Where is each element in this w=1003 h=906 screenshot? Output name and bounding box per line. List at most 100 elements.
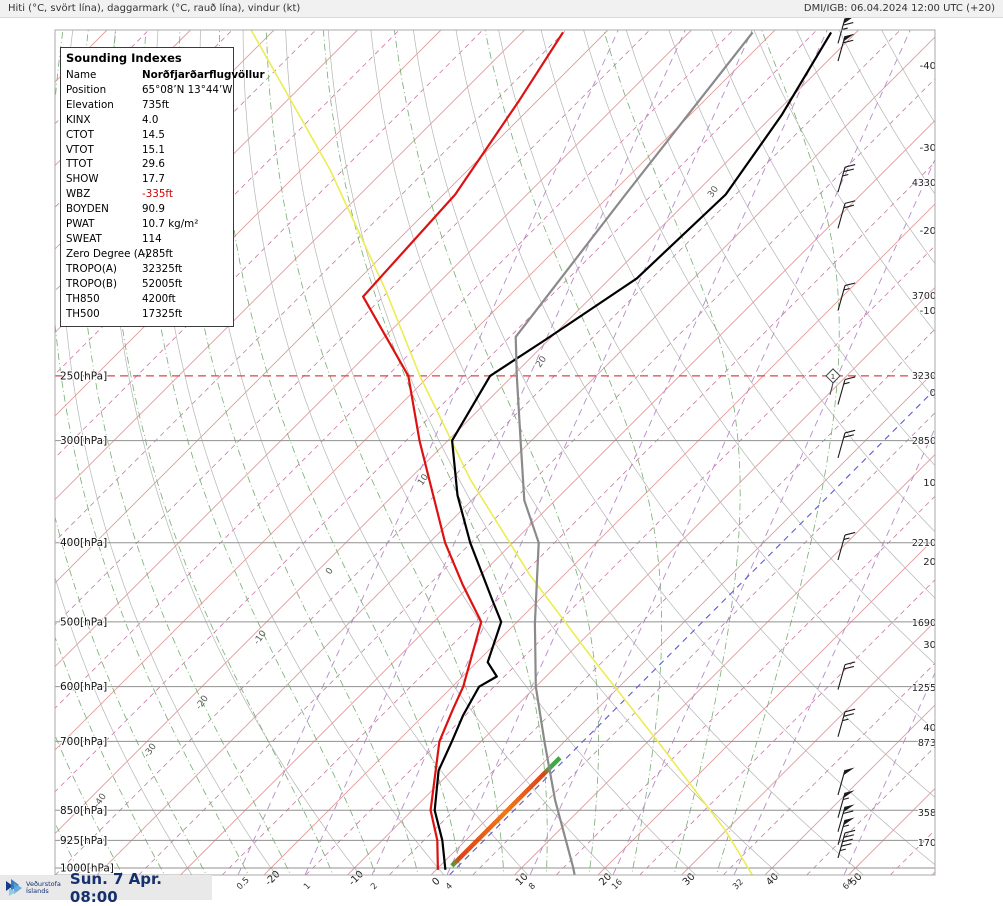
header-bar: Hiti (°C, svört lína), daggarmark (°C, r…: [0, 0, 1003, 18]
logo-text: Veðurstofa Íslands: [26, 881, 61, 895]
right-height-label: 2210: [912, 538, 936, 549]
pressure-label: 700[hPa]: [60, 736, 107, 748]
right-height-label: 170: [918, 838, 936, 849]
index-value: 90.9: [142, 202, 165, 217]
grid-label: 0: [324, 566, 336, 577]
mixing-ratio-line: [305, 30, 685, 875]
right-temp-label: 10: [923, 478, 936, 489]
mixing-ratio-tick-label: 2: [369, 881, 380, 892]
dewpoint-curve: [363, 32, 563, 869]
index-value: 4.0: [142, 113, 158, 128]
right-height-label: 873: [918, 738, 936, 749]
index-row: Zero Degree (A)-285ft: [66, 247, 228, 262]
mixing-ratio-tick-label: 32: [731, 877, 746, 892]
pressure-label: 250[hPa]: [60, 370, 107, 382]
dry-adiabat-line: [829, 10, 1003, 886]
isotherm-line: [640, 30, 1003, 875]
wind-barb: [838, 790, 855, 817]
right-temp-label: 20: [923, 557, 936, 568]
right-height-label: 1690: [912, 618, 936, 629]
profile-layer: [363, 32, 831, 875]
index-label: TROPO(B): [66, 277, 142, 292]
dry-adiabat-line: [746, 10, 1003, 886]
index-label: Position: [66, 83, 142, 98]
wind-barb: [838, 662, 855, 690]
svg-text:1: 1: [831, 373, 835, 381]
grid-label: -20: [194, 694, 211, 712]
index-label: WBZ: [66, 187, 142, 202]
temp-tick-label: 0: [430, 876, 442, 888]
pressure-label: 500[hPa]: [60, 616, 107, 628]
index-label: TTOT: [66, 157, 142, 172]
isotherm-line: [682, 30, 1003, 875]
pressure-label: 600[hPa]: [60, 681, 107, 693]
dry-adiabat-line: [285, 10, 707, 886]
index-label: BOYDEN: [66, 202, 142, 217]
right-temp-label: -30: [920, 143, 936, 154]
mixing-ratio-tick-label: 1: [302, 881, 313, 892]
index-label: TROPO(A): [66, 262, 142, 277]
right-temp-label: -40: [920, 61, 936, 72]
mixing-ratio-tick-label: 0.5: [235, 875, 252, 892]
pressure-label: 300[hPa]: [60, 435, 107, 447]
logo-text-line2: Íslands: [26, 888, 61, 895]
isotherm-line: [890, 30, 1003, 875]
wind-barb: [838, 34, 855, 61]
grid-label: 20: [534, 354, 549, 369]
right-height-label: 3700: [912, 291, 936, 302]
grid-label: -10: [252, 629, 269, 647]
right-temp-label: -20: [920, 226, 936, 237]
dry-adiabat-line: [411, 10, 961, 886]
index-value: -285ft: [142, 247, 173, 262]
index-value: 17.7: [142, 172, 165, 187]
index-value: 4200ft: [142, 292, 176, 307]
header-right-label: DMI/IGB: 06.04.2024 12:00 UTC (+20): [804, 3, 995, 14]
index-label: Zero Degree (A): [66, 247, 142, 262]
vedurstofa-logo: Veðurstofa Íslands: [5, 878, 61, 897]
isotherm-line: [807, 30, 1003, 875]
dry-adiabat-line: [662, 10, 1003, 886]
wind-barb: [838, 377, 855, 405]
footer-bar: Veðurstofa Íslands Sun. 7 Apr. 08:00: [0, 875, 212, 900]
header-left-label: Hiti (°C, svört lína), daggarmark (°C, r…: [8, 3, 300, 14]
right-height-label: 3230: [912, 371, 936, 382]
mixing-ratio-line: [734, 30, 1003, 875]
index-label: KINX: [66, 113, 142, 128]
index-label: TH500: [66, 307, 142, 322]
isotherm-line: [598, 30, 1003, 875]
index-value: 735ft: [142, 98, 169, 113]
right-temp-label: 30: [923, 640, 936, 651]
aux-yellow-curve: [250, 29, 752, 875]
wind-barb: [838, 165, 855, 193]
moist-adiabat-line: [713, 12, 839, 885]
index-label: PWAT: [66, 217, 142, 232]
isotherm-line: [765, 30, 1003, 875]
right-height-label: 2850: [912, 436, 936, 447]
index-value: -335ft: [142, 187, 173, 202]
temp-tick-label: -10: [347, 869, 366, 888]
mixing-ratio-tick-label: 4: [444, 881, 455, 892]
dry-adiabat-line: [578, 10, 1003, 886]
footer-timestamp: Sun. 7 Apr. 08:00: [70, 870, 212, 906]
index-value: 17325ft: [142, 307, 182, 322]
index-label: TH850: [66, 292, 142, 307]
wind-barb: [838, 283, 855, 311]
panel-title: Sounding Indexes: [66, 51, 228, 65]
index-value: 65°08’N 13°44’W: [142, 83, 232, 98]
index-label: SHOW: [66, 172, 142, 187]
dry-adiabat-line: [871, 10, 1003, 886]
index-label: CTOT: [66, 128, 142, 143]
index-row: WBZ-335ft: [66, 187, 228, 202]
highlight-segment: [452, 758, 560, 866]
